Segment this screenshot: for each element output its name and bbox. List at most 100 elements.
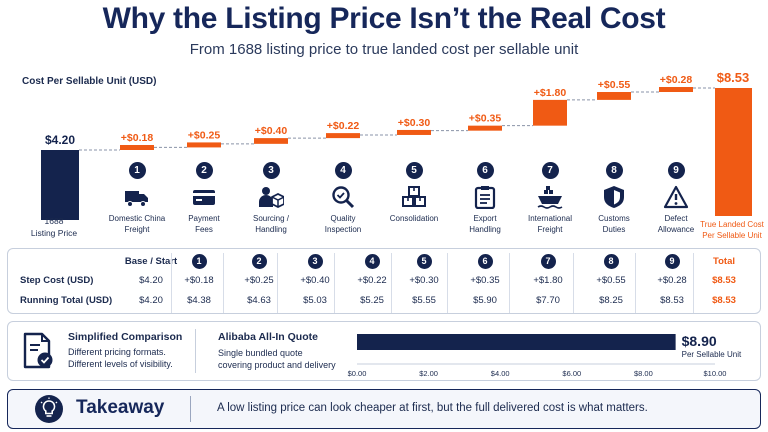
comparison-line-2: Different levels of visibility. (68, 359, 173, 369)
total-bar-label: True Landed Cost Per Sellable Unit (700, 220, 764, 240)
step-column: 8 Customs Duties (579, 160, 649, 235)
divider (195, 329, 196, 373)
table-header-step: 7 (522, 252, 574, 272)
step-number-badge: 1 (191, 254, 207, 269)
step-number-badge: 9 (667, 162, 685, 179)
step-column: 5 Consolidation (379, 160, 449, 224)
table-cell: +$0.25 (244, 275, 274, 286)
step-column: 7 International Freight (515, 160, 585, 235)
table-cell: $4.20 (139, 275, 163, 286)
step-label: Quality Inspection (324, 214, 362, 234)
step-number-badge: 7 (540, 254, 556, 269)
step-bar-9 (659, 87, 693, 93)
table-cell: +$0.18 (184, 275, 214, 286)
step-label: International Freight (527, 214, 573, 234)
step-label: Sourcing / Handling (252, 214, 290, 234)
table-cell: +$0.28 (657, 275, 687, 286)
table-header-row: Base / Start 1 2 3 4 5 6 7 8 9 Total (8, 252, 762, 272)
table-column-separator (509, 253, 510, 313)
table-row: Step Cost (USD) $4.20 +$0.18 +$0.25 +$0.40 +… (8, 271, 762, 291)
ship-icon (537, 186, 563, 209)
comparison-panel: Simplified Comparison Different pricing … (7, 321, 761, 381)
quote-axis-tick: $2.00 (419, 369, 438, 378)
quote-bar (357, 334, 676, 350)
step-column: 1 Domestic China Freight (102, 160, 172, 235)
table-column-separator (391, 253, 392, 313)
stacked-boxes-icon (402, 186, 426, 207)
base-bar-label: 1688 Listing Price (30, 216, 78, 238)
comparison-title: Simplified Comparison (68, 331, 183, 343)
table-row-label: Running Total (USD) (20, 295, 113, 306)
person-box-icon (259, 187, 284, 209)
step-column: 9 Defect Allowance (641, 160, 711, 235)
table-header-step: 2 (233, 252, 285, 272)
step-number-badge: 4 (334, 162, 352, 179)
step-column: 6 Export Handling (450, 160, 520, 235)
step-bar-7 (533, 99, 567, 126)
step-bar-6 (468, 125, 502, 131)
table-column-separator (223, 253, 224, 313)
table-column-separator (635, 253, 636, 313)
step-bar-1 (120, 145, 154, 150)
table-header-step: 8 (585, 252, 637, 272)
quote-axis-tick: $8.00 (634, 369, 653, 378)
step-column: 4 Quality Inspection (308, 160, 378, 235)
step-number-badge: 6 (476, 162, 494, 179)
quote-line-1: Single bundled quote (218, 348, 303, 358)
credit-card-icon (193, 190, 215, 205)
table-header-base: Base / Start (124, 256, 178, 267)
step-number-badge: 4 (364, 254, 380, 269)
step-label: Domestic China Freight (108, 214, 166, 234)
table-cell: $5.25 (360, 295, 384, 306)
step-label: Payment Fees (188, 214, 220, 234)
table-column-separator (447, 253, 448, 313)
quote-unit-label: Per Sellable Unit (682, 350, 742, 359)
table-column-separator (693, 253, 694, 313)
takeaway-title: Takeaway (76, 397, 165, 418)
table-cell: $5.90 (473, 295, 497, 306)
table-cell: +$0.40 (300, 275, 330, 286)
step-number-badge: 3 (262, 162, 280, 179)
lightbulb-icon (35, 395, 63, 423)
step-bar-2 (187, 142, 221, 148)
table-cell: +$1.80 (533, 275, 563, 286)
quote-axis-tick: $6.00 (562, 369, 581, 378)
magnifier-check-icon (332, 186, 355, 209)
table-column-separator (277, 253, 278, 313)
step-bar-5 (397, 129, 431, 135)
table-cell: $8.53 (712, 275, 736, 286)
quote-axis-tick: $4.00 (491, 369, 510, 378)
table-header-step: 3 (289, 252, 341, 272)
document-check-icon (23, 332, 53, 369)
step-number-badge: 8 (605, 162, 623, 179)
table-cell: $8.25 (599, 295, 623, 306)
y-axis-label: Cost Per Sellable Unit (USD) (22, 76, 157, 87)
step-number-badge: 5 (405, 162, 423, 179)
waterfall-chart: $4.20 +$0.18 +$0.25 +$0.40 +$0.22 +$0.30 +$0.3… (41, 70, 752, 220)
table-column-separator (334, 253, 335, 313)
table-row-label: Step Cost (USD) (20, 275, 94, 286)
step-number-badge: 2 (195, 162, 213, 179)
shield-icon (604, 186, 624, 208)
step-number-badge: 3 (307, 254, 323, 269)
table-header-step: 4 (346, 252, 398, 272)
step-label: Defect Allowance (657, 214, 695, 234)
step-number-badge: 6 (477, 254, 493, 269)
table-cell: +$0.30 (409, 275, 439, 286)
table-header-step: 1 (173, 252, 225, 272)
step-bar-3 (254, 138, 288, 144)
quote-title: Alibaba All-In Quote (218, 331, 318, 343)
page-subtitle: From 1688 listing price to true landed c… (189, 41, 579, 58)
table-cell: +$0.35 (470, 275, 500, 286)
step-number-badge: 9 (664, 254, 680, 269)
clipboard-icon (474, 186, 496, 209)
step-bar-8 (597, 92, 631, 100)
table-row: Running Total (USD) $4.20 $4.38 $4.63 $5.03… (8, 291, 762, 311)
step-label: Customs Duties (598, 214, 630, 234)
table-cell: $4.38 (187, 295, 211, 306)
step-number-badge: 8 (603, 254, 619, 269)
step-value-label: +$0.35 (469, 113, 502, 125)
step-label: Export Handling (469, 214, 501, 234)
step-value-label: +$0.25 (188, 129, 221, 141)
